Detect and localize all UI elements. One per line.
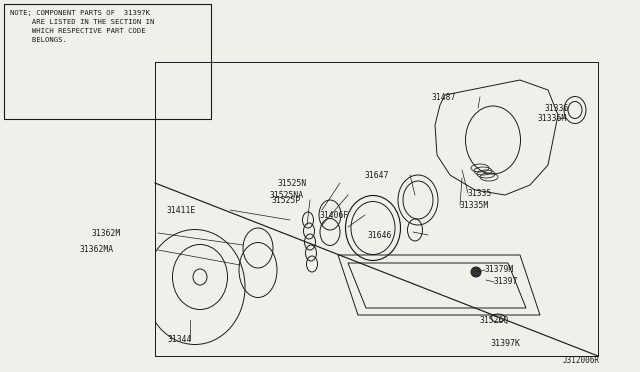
Text: 31336: 31336 xyxy=(545,103,570,112)
Text: 31646: 31646 xyxy=(368,231,392,240)
Text: 31526Q: 31526Q xyxy=(480,315,509,324)
Text: J312006R: J312006R xyxy=(563,356,600,365)
FancyBboxPatch shape xyxy=(4,4,211,119)
Text: 31335M: 31335M xyxy=(460,201,489,209)
Text: 31397K: 31397K xyxy=(490,339,520,348)
Text: 31406F: 31406F xyxy=(320,211,349,219)
Text: 31397: 31397 xyxy=(494,278,518,286)
Text: 31525NA: 31525NA xyxy=(270,190,304,199)
Text: 31335: 31335 xyxy=(468,189,492,198)
Text: 31411E: 31411E xyxy=(167,205,196,215)
Text: 31525N: 31525N xyxy=(278,179,307,187)
Ellipse shape xyxy=(471,267,481,277)
Text: 31525P: 31525P xyxy=(272,196,301,205)
Text: 31336M: 31336M xyxy=(538,113,567,122)
Bar xyxy=(135,227,155,347)
Text: 31344: 31344 xyxy=(168,336,193,344)
Text: 31647: 31647 xyxy=(365,170,389,180)
Text: NOTE; COMPONENT PARTS OF  31397K
     ARE LISTED IN THE SECTION IN
     WHICH RE: NOTE; COMPONENT PARTS OF 31397K ARE LIST… xyxy=(10,10,154,43)
Text: 31362M: 31362M xyxy=(92,228,121,237)
Text: 31362MA: 31362MA xyxy=(80,246,114,254)
Text: 31487: 31487 xyxy=(432,93,456,102)
Text: 31379M: 31379M xyxy=(485,266,515,275)
